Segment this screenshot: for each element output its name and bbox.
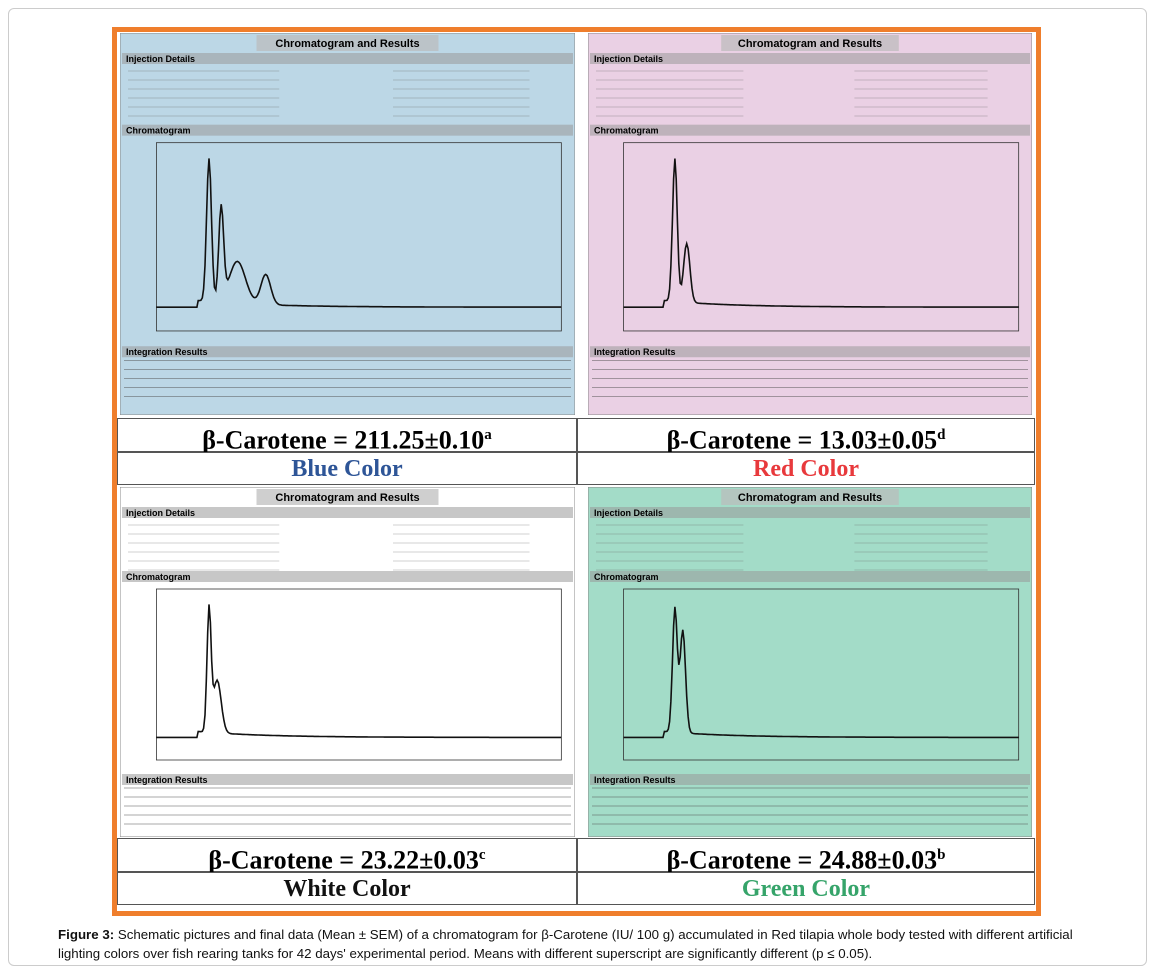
section-title: Chromatogram [126, 126, 191, 136]
chromatogram-trace [156, 604, 562, 739]
color-label-cell: Red Color [577, 452, 1035, 485]
section-title: Injection Details [126, 54, 195, 64]
section-bar [590, 53, 1030, 64]
plot-area [623, 588, 1020, 761]
header-bar [256, 35, 439, 51]
section-bar [590, 571, 1030, 582]
color-label: Green Color [741, 876, 871, 902]
header-bar [721, 489, 899, 505]
section-bar [122, 53, 573, 64]
section-title: Injection Details [594, 54, 663, 64]
color-label: Blue Color [291, 456, 403, 482]
image-header: Chromatogram and Results [738, 492, 882, 504]
result-cell: β-Carotene = 24.88±0.03b [577, 838, 1035, 875]
section-bar [590, 774, 1030, 785]
section-bar [590, 346, 1030, 358]
color-label-cell: White Color [117, 872, 577, 905]
section-title: Chromatogram [594, 572, 659, 582]
section-bar [122, 124, 573, 136]
section-title: Injection Details [594, 508, 663, 518]
plot-area [623, 142, 1020, 332]
color-label: White Color [283, 876, 411, 902]
chromatogram-trace [623, 158, 1019, 308]
section-title: Integration Results [594, 347, 676, 357]
section-bar [122, 346, 573, 358]
image-header: Chromatogram and Results [275, 492, 419, 504]
image-background [588, 33, 1032, 415]
section-bar [122, 507, 573, 518]
image-header: Chromatogram and Results [738, 38, 882, 50]
result-cell: β-Carotene = 13.03±0.05d [577, 418, 1035, 455]
section-title: Chromatogram [594, 126, 659, 136]
result-text: β-Carotene = 211.25±0.10 [202, 425, 485, 455]
section-title: Injection Details [126, 508, 195, 518]
image-background [120, 33, 575, 415]
color-label-cell: Green Color [577, 872, 1035, 905]
color-label: Red Color [753, 456, 859, 482]
result-superscript: d [937, 427, 946, 443]
image-header: Chromatogram and Results [275, 38, 419, 50]
header-bar [721, 35, 899, 51]
color-label-cell: Blue Color [117, 452, 577, 485]
result-text: β-Carotene = 23.22±0.03 [208, 845, 479, 875]
chromatogram-trace [623, 606, 1019, 739]
caption: Figure 3: Schematic pictures and final d… [58, 925, 1108, 963]
plot-area [156, 588, 562, 761]
plot-area [156, 142, 562, 332]
result-superscript: c [478, 847, 486, 863]
chromatogram-image: Chromatogram and Results Injection Detail… [588, 33, 1032, 415]
section-title: Integration Results [594, 775, 676, 785]
chromatogram-image: Chromatogram and Results Injection Detail… [588, 487, 1032, 837]
section-bar [122, 774, 573, 785]
chromatogram-image: Chromatogram and Results Injection Detail… [120, 487, 575, 837]
result-text: β-Carotene = 13.03±0.05 [666, 425, 938, 455]
figure-border [112, 27, 1041, 916]
section-title: Integration Results [126, 775, 208, 785]
section-title: Integration Results [126, 347, 208, 357]
caption-label: Figure 3: [58, 927, 115, 942]
chromatogram-trace [156, 158, 562, 308]
result-cell: β-Carotene = 211.25±0.10a [117, 418, 577, 455]
result-superscript: a [484, 427, 492, 443]
result-superscript: b [937, 847, 946, 863]
result-cell: β-Carotene = 23.22±0.03c [117, 838, 577, 875]
frame [8, 8, 1147, 966]
section-bar [122, 571, 573, 582]
header-bar [256, 489, 439, 505]
section-bar [590, 124, 1030, 136]
section-bar [590, 507, 1030, 518]
caption-text: Schematic pictures and final data (Mean … [58, 927, 1073, 961]
result-text: β-Carotene = 24.88±0.03 [666, 845, 938, 875]
chromatogram-image: Chromatogram and Results Injection Detail… [120, 33, 575, 415]
section-title: Chromatogram [126, 572, 191, 582]
